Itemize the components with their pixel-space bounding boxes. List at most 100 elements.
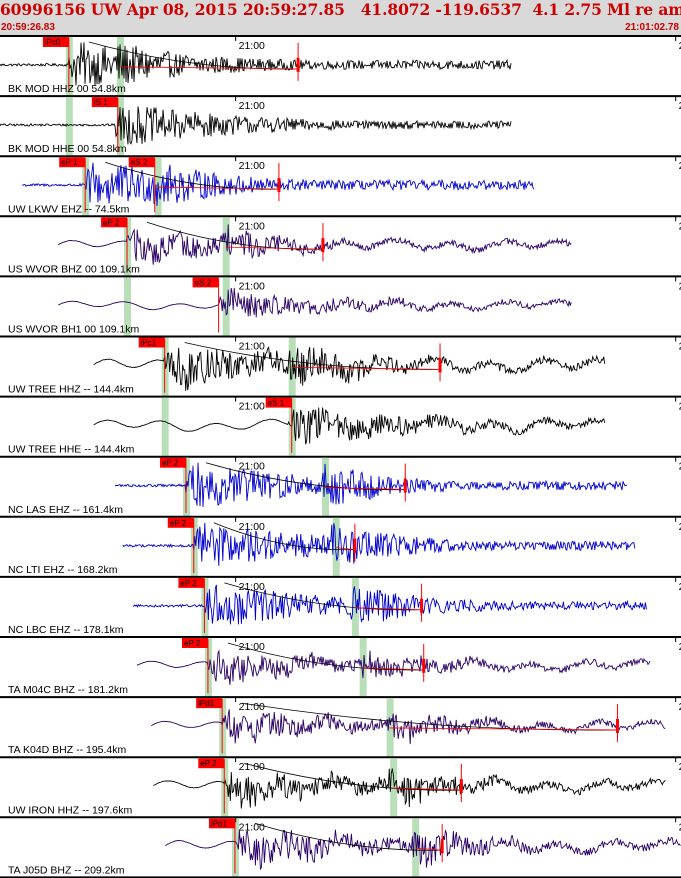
minute-label-2-1: 21: [679, 160, 681, 172]
minute-label-3-1: 21: [679, 220, 681, 232]
phase-pick-flag-6-0: [265, 397, 292, 408]
phase-pick-flag-12-0: [198, 758, 225, 769]
trace-label-5: UW TREE HHZ -- 144.4km: [8, 384, 134, 396]
trend-line-11: [389, 727, 618, 731]
waveform-3: [57, 224, 572, 265]
phase-pick-label-8-0: eP 2: [170, 519, 187, 528]
waveform-6: [93, 407, 606, 445]
minute-label-10-0: 21:00: [239, 641, 265, 653]
decay-curve-3: [146, 221, 323, 250]
trend-line-9: [354, 607, 422, 611]
trend-line-0: [119, 66, 299, 70]
trace-label-12: UW IRON HHZ -- 197.6km: [8, 804, 133, 816]
trend-line-13: [415, 847, 443, 851]
phase-pick-label-6-0: eS 1: [268, 399, 285, 408]
amp-pick-box-0: [296, 57, 300, 72]
decay-curve-7: [205, 462, 406, 491]
phase-pick-label-2-0: eP 1: [61, 158, 78, 167]
trace-label-10: TA M04C BHZ -- 181.2km: [8, 684, 128, 696]
trend-line-5: [291, 366, 441, 370]
phase-pick-label-1-0: iS 1: [94, 98, 108, 107]
minute-label-11-0: 21:00: [239, 701, 265, 713]
trace-label-4: US WVOR BH1 00 109.1km: [8, 324, 140, 336]
waveform-13: [165, 829, 681, 871]
phase-pick-label-2-1: eS 2: [131, 158, 148, 167]
minute-label-1-1: 21: [679, 100, 681, 112]
event-title: 60996156 UW Apr 08, 2015 20:59:27.85 41.…: [0, 0, 681, 19]
trace-label-13: TA J05D BHZ -- 209.2km: [8, 864, 125, 876]
phase-pick-label-9-0: eP 2: [180, 579, 197, 588]
trace-label-2: UW LKWV EHZ -- 74.5km: [8, 203, 130, 215]
decay-curve-8: [213, 522, 355, 551]
minute-label-8-1: 21: [679, 521, 681, 533]
pick-window-3-1: [222, 217, 230, 276]
waveform-0: [0, 42, 512, 86]
minute-label-13-1: 21: [679, 821, 681, 833]
minute-label-12-0: 21:00: [239, 761, 265, 773]
decay-curve-11: [242, 702, 618, 731]
phase-pick-label-7-0: eP 2: [162, 459, 179, 468]
minute-label-4-0: 21:00: [239, 280, 265, 292]
trace-label-6: UW TREE HHE -- 144.4km: [8, 444, 135, 456]
phase-pick-label-5-0: iPc1: [141, 339, 157, 348]
phase-pick-label-4-0: eS 2: [195, 278, 212, 287]
phase-pick-flag-13-0: [208, 818, 235, 829]
pick-window-4-1: [222, 277, 230, 336]
minute-label-8-0: 21:00: [239, 521, 265, 533]
phase-pick-label-13-0: iPd1: [211, 819, 228, 828]
trend-line-3: [225, 246, 323, 250]
amp-pick-box-2: [277, 178, 281, 193]
phase-pick-flag-2-0: [59, 157, 86, 168]
decay-curve-13: [254, 822, 443, 851]
pick-window-12-1: [390, 758, 398, 817]
phase-pick-label-12-0: eP 2: [200, 759, 217, 768]
minute-label-4-1: 21: [679, 280, 681, 292]
waveform-10: [136, 649, 651, 685]
phase-pick-flag-0-0: [42, 37, 69, 47]
pick-window-7-1: [322, 457, 330, 516]
minute-label-13-0: 21:00: [239, 821, 265, 833]
window-start-time: 20:59:26.83: [1, 22, 55, 33]
amp-pick-box-7: [403, 478, 407, 493]
trace-label-1: BK MOD HHE 00 54.8km: [8, 143, 127, 155]
waveform-12: [153, 768, 666, 809]
minute-label-10-1: 21: [679, 641, 681, 653]
minute-label-1-0: 21:00: [239, 100, 265, 112]
amp-pick-box-3: [321, 238, 325, 253]
window-end-time: 21:01:02.78: [625, 22, 679, 33]
pick-window-8-1: [332, 517, 340, 576]
event-header: 60996156 UW Apr 08, 2015 20:59:27.85 41.…: [0, 0, 681, 35]
trend-line-7: [325, 487, 406, 490]
minute-label-6-0: 21:00: [239, 401, 265, 413]
pick-window-1-0: [65, 97, 73, 156]
amp-pick-box-8: [353, 538, 357, 553]
trace-label-3: US WVOR BHZ 00 109.1km: [8, 263, 140, 275]
amp-pick-box-9: [420, 598, 424, 613]
trace-label-9: NC LBC EHZ -- 178.1km: [8, 624, 124, 636]
waveform-11: [150, 709, 666, 745]
phase-pick-flag-2-1: [128, 157, 155, 168]
phase-pick-flag-10-0: [181, 638, 208, 648]
trend-line-12: [393, 787, 462, 791]
phase-pick-flag-1-0: [91, 97, 118, 108]
decay-curve-10: [227, 642, 424, 671]
minute-label-3-0: 21:00: [239, 220, 265, 232]
phase-pick-label-3-0: eP 2: [103, 218, 120, 227]
waveform-9: [133, 584, 647, 625]
amp-pick-box-11: [615, 718, 619, 733]
amp-pick-box-10: [422, 658, 426, 673]
pick-window-6-0: [161, 397, 169, 456]
minute-label-5-1: 21: [679, 341, 681, 353]
phase-pick-flag-9-0: [178, 577, 205, 588]
pick-window-11-1: [386, 698, 394, 757]
amp-pick-box-12: [459, 779, 463, 794]
pick-window-9-1: [351, 577, 359, 636]
minute-label-9-0: 21:00: [239, 581, 265, 593]
waveform-8: [122, 522, 636, 566]
minute-label-6-1: 21: [679, 401, 681, 413]
phase-pick-label-10-0: eP 2: [184, 639, 201, 648]
trend-line-2: [157, 186, 279, 190]
phase-pick-flag-11-0: [196, 698, 223, 709]
minute-label-5-0: 21:00: [239, 341, 265, 353]
trace-label-11: TA K04D BHZ -- 195.4km: [8, 744, 127, 756]
